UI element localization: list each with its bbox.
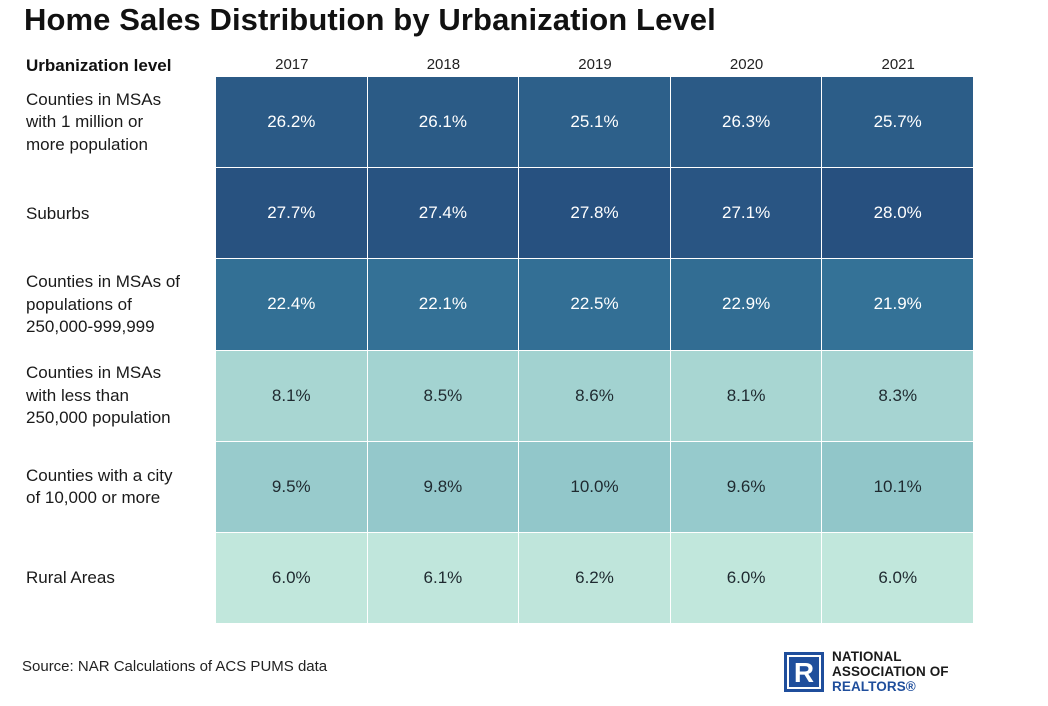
heatmap-cell: 25.7% <box>822 77 974 169</box>
chart-title: Home Sales Distribution by Urbanization … <box>24 2 716 37</box>
cell-value-label: 25.1% <box>570 112 619 132</box>
logo-text-line2: ASSOCIATION OF <box>832 664 949 679</box>
heatmap-cell: 27.8% <box>519 168 671 260</box>
cell-value-label: 27.4% <box>418 203 467 223</box>
column-header-2021: 2021 <box>881 56 915 73</box>
cell-value-label: 9.8% <box>423 476 463 496</box>
cell-value-label: 28.0% <box>873 203 922 223</box>
row-label-line: 250,000-999,999 <box>26 317 155 337</box>
cell-value-label: 22.9% <box>721 294 771 314</box>
cell-value-label: 6.1% <box>423 568 463 588</box>
heatmap-cell: 10.1% <box>822 441 974 533</box>
row-label-line: with 1 million or <box>26 112 144 132</box>
row-label-line: Counties in MSAs of <box>26 272 181 292</box>
heatmap-cell: 26.3% <box>670 77 823 169</box>
heatmap-cell: 8.6% <box>519 350 671 442</box>
row-label: Counties in MSAs with 1 million or more po… <box>26 77 214 168</box>
row-label: Rural Areas <box>26 533 214 624</box>
cell-value-label: 9.6% <box>726 476 766 496</box>
cell-value-label: 8.1% <box>726 385 766 405</box>
cell-value-label: 21.9% <box>873 294 922 314</box>
heatmap-cell: 8.1% <box>670 350 823 442</box>
heatmap-cell: 9.8% <box>367 441 520 533</box>
cell-value-label: 22.4% <box>267 294 316 314</box>
heatmap-cell: 6.0% <box>822 533 974 625</box>
heatmap-cell: 6.0% <box>216 533 368 625</box>
heatmap-cell: 27.1% <box>670 168 823 260</box>
heatmap-cell: 21.9% <box>822 259 974 351</box>
cell-value-label: 10.0% <box>570 476 619 496</box>
cell-value-label: 27.8% <box>570 203 619 223</box>
heatmap-cell: 8.5% <box>367 350 520 442</box>
heatmap-cell: 8.1% <box>216 350 368 442</box>
cell-value-label: 25.7% <box>873 112 922 132</box>
realtor-r-logo-icon <box>784 652 824 692</box>
cell-value-label: 22.5% <box>570 294 619 314</box>
cell-value-label: 27.7% <box>267 203 316 223</box>
row-label-line: more population <box>26 134 148 154</box>
logo-mark-letter: R <box>794 657 814 688</box>
heatmap-cell: 6.1% <box>367 533 520 625</box>
cell-value-label: 26.3% <box>721 112 771 132</box>
source-note: Source: NAR Calculations of ACS PUMS dat… <box>22 658 328 675</box>
heatmap-cell: 8.3% <box>822 350 974 442</box>
column-header-2018: 2018 <box>426 56 461 73</box>
cell-value-label: 6.2% <box>575 568 614 588</box>
heatmap-cell: 10.0% <box>519 441 671 533</box>
cell-value-label: 6.0% <box>271 568 311 588</box>
row-label-line: Suburbs <box>26 203 90 223</box>
heatmap-cell: 26.2% <box>216 77 368 169</box>
heatmap-cell: 22.1% <box>367 259 520 351</box>
heatmap-cell: 28.0% <box>822 168 974 260</box>
row-label: Counties in MSAs with less than 250,000 po… <box>26 351 214 442</box>
cell-value-label: 22.1% <box>418 294 467 314</box>
cell-value-label: 6.0% <box>726 568 766 588</box>
heatmap-cell: 22.9% <box>670 259 823 351</box>
row-label-line: 250,000 population <box>26 408 171 428</box>
heatmap-cell: 6.2% <box>519 533 671 625</box>
cell-value-label: 9.5% <box>271 476 311 496</box>
cell-value-label: 8.3% <box>878 385 918 405</box>
heatmap-cell: 22.4% <box>216 259 368 351</box>
cell-value-label: 26.2% <box>267 112 316 132</box>
heatmap-grid: 26.2% 26.1% 25.1% 26.3% 25.7% 27.7% 27.4% 27.8%… <box>216 77 974 625</box>
row-label-line: Counties in MSAs <box>26 89 162 109</box>
cell-value-label: 27.1% <box>721 203 771 223</box>
row-label-line: Counties in MSAs <box>26 363 162 383</box>
column-header-2019: 2019 <box>578 56 612 73</box>
heatmap-cell: 27.4% <box>367 168 520 260</box>
heatmap-cell: 22.5% <box>519 259 671 351</box>
logo-text-line1: NATIONAL <box>832 649 902 664</box>
heatmap-cell: 9.6% <box>670 441 823 533</box>
cell-value-label: 26.1% <box>418 112 467 132</box>
cell-value-label: 10.1% <box>873 476 922 496</box>
column-header-2017: 2017 <box>275 56 309 73</box>
row-label: Counties in MSAs of populations of 250,000… <box>26 259 214 350</box>
row-label-line: of 10,000 or more <box>26 488 161 508</box>
row-label: Counties with a city of 10,000 or more <box>26 442 214 533</box>
column-header-2020: 2020 <box>729 56 764 73</box>
row-label-line: populations of <box>26 294 132 314</box>
row-label-line: Counties with a city <box>26 465 173 485</box>
cell-value-label: 8.5% <box>423 385 463 405</box>
cell-value-label: 8.1% <box>271 385 311 405</box>
heatmap-cell: 25.1% <box>519 77 671 169</box>
logo-text-line3: REALTORS® <box>832 679 916 694</box>
heatmap-cell: 27.7% <box>216 168 368 260</box>
cell-value-label: 6.0% <box>878 568 918 588</box>
heatmap-cell: 6.0% <box>670 533 823 625</box>
row-label: Suburbs <box>26 168 214 259</box>
heatmap-cell: 26.1% <box>367 77 520 169</box>
row-label-line: with less than <box>26 385 129 405</box>
row-label-line: Rural Areas <box>26 568 115 588</box>
cell-value-label: 8.6% <box>575 385 614 405</box>
row-header-label: Urbanization level <box>26 56 172 75</box>
heatmap-cell: 9.5% <box>216 441 368 533</box>
nar-logo: R <box>784 652 824 692</box>
